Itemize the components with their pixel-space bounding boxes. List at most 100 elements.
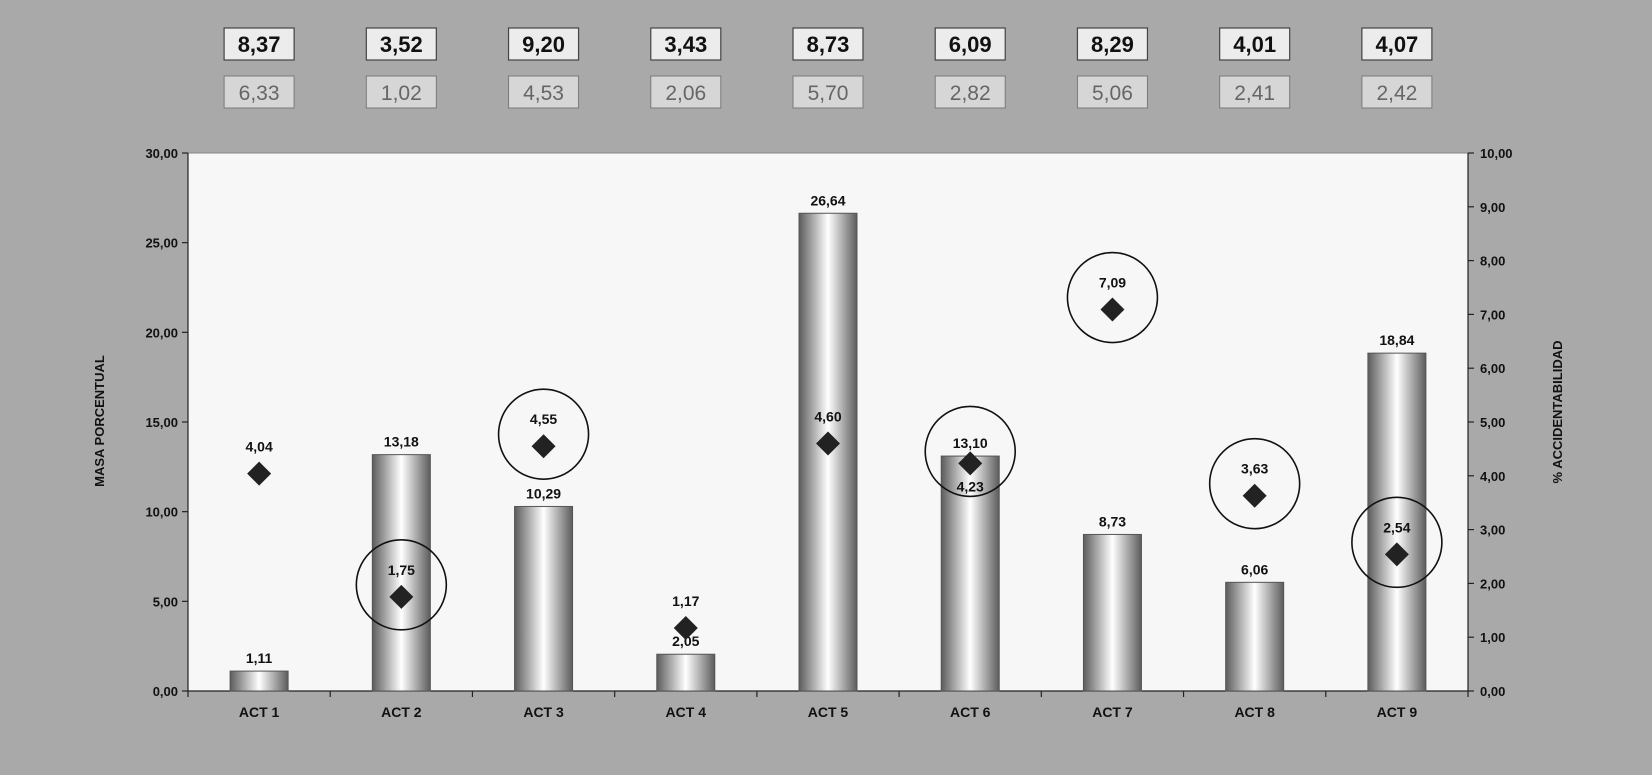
y-axis-title: MASA PORCENTUAL [92, 355, 107, 487]
scatter-point [247, 461, 272, 486]
top-table-cell-row2 [508, 75, 580, 109]
top-table-value-row2: 2,42 [1376, 82, 1417, 105]
point-label: 4,23 [957, 478, 984, 494]
point-label: 2,54 [1383, 519, 1410, 535]
point-label: 4,04 [245, 439, 272, 455]
point-label: 7,09 [1099, 275, 1126, 291]
left-tick-label: 30,00 [145, 146, 178, 161]
bar-label: 1,11 [246, 650, 273, 666]
right-tick-label: 4,00 [1480, 469, 1505, 484]
bar [1367, 352, 1427, 692]
highlight-circle [1351, 496, 1443, 589]
scatter-point [816, 431, 840, 456]
top-table-cell-row1 [1219, 27, 1291, 61]
top-table-cell-row2 [365, 75, 437, 109]
scatter-point [1242, 483, 1267, 508]
highlight-circle [355, 539, 448, 631]
right-tick-label: 5,00 [1480, 415, 1505, 430]
top-table-value-row1: 8,29 [1091, 32, 1134, 57]
top-table-cell-row1 [223, 27, 295, 61]
left-tick-label: 0,00 [153, 684, 178, 699]
bar-label: 13,18 [384, 434, 419, 450]
left-axis: 0,00 5,00 10,00 15,00 20,00 25,00 30,00 [145, 146, 189, 699]
top-table-cell-row2 [1361, 75, 1433, 109]
scatter-point [389, 584, 414, 609]
top-table-value-row1: 8,37 [238, 32, 281, 57]
top-table-cell-row1 [507, 27, 580, 61]
x-tick-label: ACT 6 [950, 704, 991, 720]
x-tick-label: ACT 4 [666, 704, 707, 720]
x-axis: ACT 1 ACT 2 ACT 3 ACT 4 ACT 5 ACT 6 ACT 7 ACT 8… [187, 690, 1469, 720]
top-table-value-row1: 4,01 [1233, 32, 1276, 57]
scatter-point [958, 451, 983, 476]
right-tick-label: 2,00 [1480, 576, 1505, 591]
top-table-value-row2: 2,82 [950, 82, 991, 105]
x-tick-label: ACT 2 [381, 704, 422, 720]
bar [229, 670, 289, 692]
scatter-point [1384, 542, 1409, 567]
bar-label: 13,10 [953, 435, 988, 451]
bar-series: 1,11 13,18 10,29 2,05 26,64 13,10 8,73 6,06 18,8… [229, 192, 1427, 692]
top-table-value-row1: 3,52 [380, 32, 423, 57]
top-table-cell-row1 [1076, 27, 1149, 61]
left-tick-label: 25,00 [145, 236, 178, 251]
right-tick-label: 3,00 [1480, 523, 1505, 538]
left-tick-label: 20,00 [145, 325, 178, 340]
top-table-value-row2: 2,41 [1234, 82, 1275, 105]
x-tick-label: ACT 7 [1092, 704, 1133, 720]
right-tick-label: 1,00 [1480, 630, 1505, 645]
top-table-value-row1: 9,20 [522, 32, 565, 57]
right-tick-label: 7,00 [1480, 307, 1505, 322]
top-table-value-row1: 6,09 [949, 32, 992, 57]
y2-axis-title: % ACCIDENTABILIDAD [1550, 341, 1565, 484]
scatter-point [673, 616, 698, 641]
bar-label: 18,84 [1379, 332, 1414, 348]
left-tick-label: 10,00 [145, 505, 178, 520]
x-tick-label: ACT 5 [808, 704, 849, 720]
bar [1225, 581, 1285, 692]
scatter-point [531, 434, 556, 459]
left-tick-label: 15,00 [145, 415, 178, 430]
top-table-value-row1: 8,73 [807, 32, 850, 57]
highlight-circle [1066, 251, 1159, 344]
bar [514, 505, 574, 692]
scatter-point [1100, 297, 1125, 322]
point-label: 4,60 [814, 409, 841, 425]
x-tick-label: ACT 8 [1234, 704, 1275, 720]
top-table-value-row1: 4,07 [1375, 32, 1418, 57]
right-tick-label: 8,00 [1480, 254, 1505, 269]
x-tick-label: ACT 9 [1377, 704, 1418, 720]
point-label: 4,55 [530, 411, 557, 427]
scatter-series: 4,04 1,75 4,55 1,17 4,60 4,23 7,09 3,63 2,54 [245, 251, 1443, 641]
right-axis: 0,00 1,00 2,00 3,00 4,00 5,00 6,00 7,00 8,00 9,00… [1467, 146, 1513, 699]
top-table-value-row2: 4,53 [523, 82, 564, 105]
bar [1082, 533, 1142, 692]
top-table-cell-row1 [365, 27, 437, 61]
right-tick-label: 10,00 [1480, 146, 1513, 161]
top-table-cell-row2 [792, 75, 864, 109]
point-label: 3,63 [1241, 461, 1268, 477]
bar-label: 10,29 [526, 485, 561, 501]
left-tick-label: 5,00 [153, 594, 178, 609]
bar-label: 6,06 [1241, 561, 1268, 577]
top-table-cell-row2 [223, 75, 295, 109]
x-tick-label: ACT 1 [239, 704, 280, 720]
bar [371, 454, 431, 692]
top-table-cell-row2 [1076, 75, 1148, 109]
top-table-cell-row1 [650, 27, 722, 61]
x-tick-label: ACT 3 [523, 704, 564, 720]
bar-label: 8,73 [1099, 513, 1126, 529]
right-tick-label: 0,00 [1480, 684, 1505, 699]
highlight-circle [924, 405, 1017, 498]
highlight-circle [497, 388, 590, 481]
right-tick-label: 6,00 [1480, 361, 1505, 376]
top-table-cell-row2 [650, 75, 722, 109]
bar-label: 2,05 [672, 633, 699, 649]
point-label: 1,75 [388, 562, 415, 578]
point-label: 1,17 [672, 593, 699, 609]
top-table-cell-row1 [934, 27, 1006, 61]
top-table-cell-row1 [792, 27, 864, 61]
right-tick-label: 9,00 [1480, 200, 1505, 215]
top-table-value-row2: 1,02 [381, 82, 422, 105]
